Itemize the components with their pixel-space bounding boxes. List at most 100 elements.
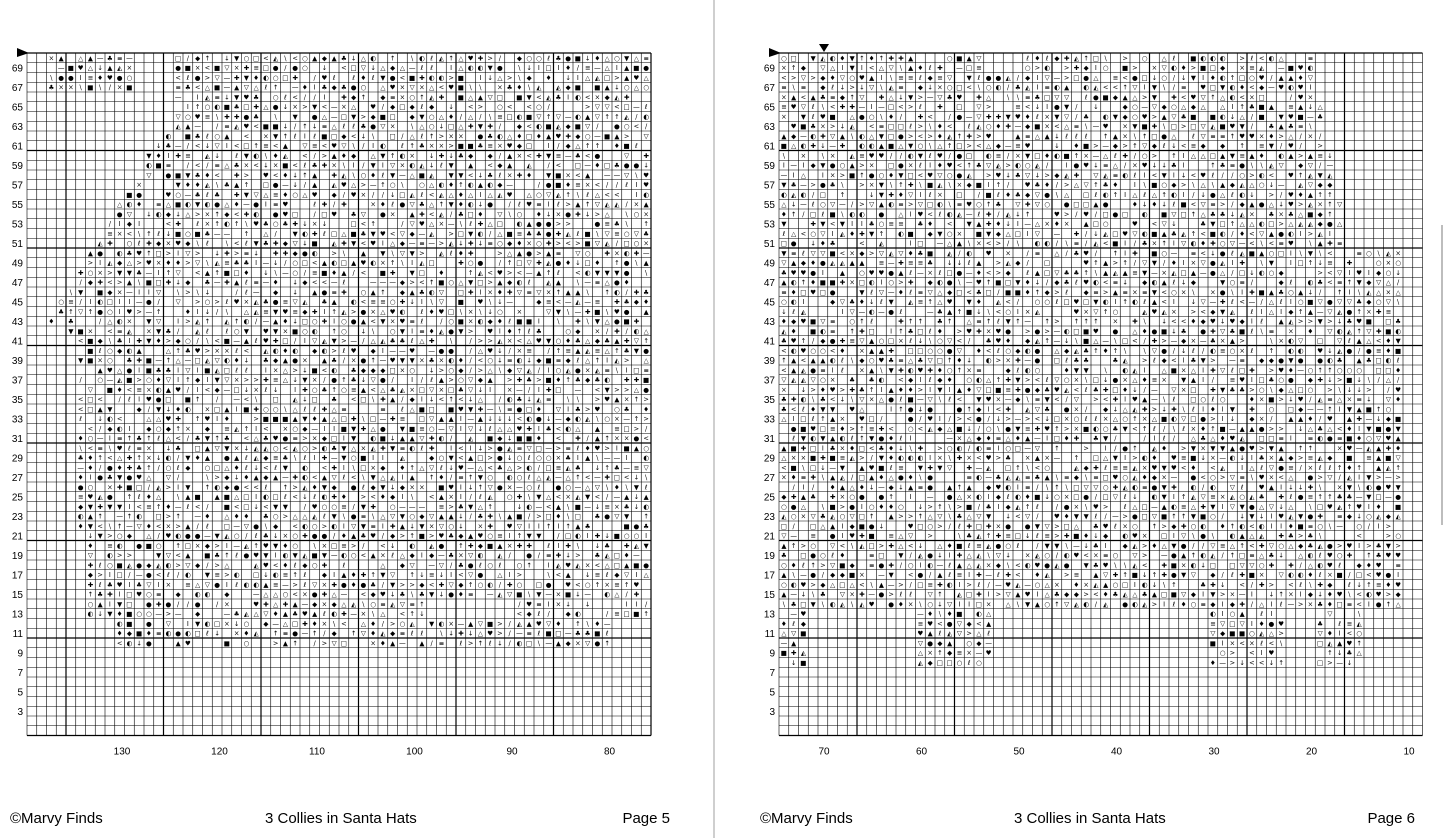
stitch-symbol: I [197, 93, 199, 101]
stitch-symbol: □ [214, 620, 220, 628]
stitch-symbol: □ [1005, 279, 1011, 287]
stitch-symbol: ↓ [136, 639, 142, 647]
stitch-symbol: I [871, 103, 873, 111]
stitch-symbol: > [957, 327, 963, 335]
stitch-symbol: ♣ [869, 220, 875, 228]
stitch-symbol: △ [166, 347, 172, 355]
stitch-symbol: ♥ [800, 347, 806, 355]
stitch-symbol: ♦ [165, 503, 171, 511]
stitch-symbol: ○ [448, 366, 454, 374]
stitch-symbol: × [127, 64, 133, 72]
stitch-symbol: ↓ [97, 415, 103, 423]
stitch-symbol: ■ [136, 630, 142, 638]
stitch-symbol: > [1093, 142, 1099, 150]
stitch-symbol: ♣ [234, 162, 240, 170]
stitch-symbol: ◭ [1220, 259, 1226, 267]
stitch-symbol: ◐ [195, 591, 201, 599]
stitch-symbol: ○ [1249, 74, 1255, 82]
stitch-symbol: ♦ [1034, 54, 1040, 62]
stitch-symbol: > [1327, 318, 1333, 326]
stitch-symbol: ≡ [614, 230, 620, 238]
stitch-symbol: ≡ [1035, 249, 1041, 257]
stitch-symbol: ♣ [594, 376, 600, 384]
stitch-symbol: ▼ [449, 454, 455, 462]
stitch-symbol: ● [956, 113, 962, 121]
stitch-symbol: ℓ [577, 357, 580, 365]
stitch-symbol: ◐ [468, 181, 474, 189]
stitch-symbol: □ [273, 493, 279, 501]
stitch-symbol: ▼ [546, 337, 552, 345]
stitch-symbol: \ [968, 240, 971, 248]
stitch-symbol: ◆ [146, 561, 152, 569]
stitch-symbol: ♥ [1151, 308, 1157, 316]
stitch-symbol: > [302, 435, 308, 443]
stitch-symbol: \ [528, 591, 531, 599]
stitch-symbol: ♥ [380, 230, 386, 238]
stitch-symbol: ◆ [1025, 191, 1031, 199]
stitch-symbol: ○ [1064, 376, 1070, 384]
stitch-symbol: > [185, 259, 191, 267]
stitch-symbol: I [587, 532, 589, 540]
stitch-symbol: > [214, 474, 220, 482]
stitch-symbol: ▲ [1015, 132, 1021, 140]
stitch-symbol: ● [468, 561, 474, 569]
stitch-symbol: □ [908, 347, 914, 355]
stitch-symbol: / [236, 288, 239, 296]
stitch-symbol: ◭ [1132, 366, 1138, 374]
stitch-symbol: ■ [614, 532, 620, 540]
stitch-symbol: \ [226, 308, 229, 316]
stitch-symbol: ♦ [888, 171, 894, 179]
stitch-symbol: ≡ [507, 405, 513, 413]
stitch-symbol: □ [526, 405, 532, 413]
stitch-symbol: I [1183, 259, 1185, 267]
stitch-symbol: ○ [156, 425, 162, 433]
stitch-symbol: \ [1144, 347, 1147, 355]
stitch-symbol: I [538, 64, 540, 72]
stitch-symbol: ✚ [419, 74, 425, 82]
stitch-symbol: ○ [341, 318, 347, 326]
stitch-symbol: ● [594, 220, 600, 228]
stitch-symbol: I [1124, 191, 1126, 199]
stitch-symbol: ≡ [400, 630, 406, 638]
stitch-symbol: \ [80, 444, 83, 452]
stitch-symbol: ♦ [995, 220, 1001, 228]
stitch-symbol: \ [567, 396, 570, 404]
stitch-symbol: I [177, 318, 179, 326]
stitch-symbol: ℓ [489, 425, 492, 433]
stitch-symbol: \ [900, 64, 903, 72]
stitch-symbol: ℓ [508, 318, 511, 326]
stitch-symbol: — [467, 415, 474, 423]
stitch-symbol: — [604, 171, 611, 179]
stitch-symbol: ▲ [850, 259, 856, 267]
stitch-symbol: < [458, 396, 464, 404]
stitch-symbol: ◐ [1288, 230, 1294, 238]
stitch-symbol: □ [917, 327, 923, 335]
stitch-symbol: ◐ [575, 93, 581, 101]
stitch-symbol: — [1151, 269, 1158, 277]
stitch-symbol: ○ [1220, 396, 1226, 404]
stitch-symbol: ◭ [205, 357, 211, 365]
stitch-symbol: ✚ [390, 415, 396, 423]
stitch-symbol: \ [499, 513, 502, 521]
stitch-symbol: ♣ [195, 191, 201, 199]
row-label: 27 [12, 473, 24, 484]
stitch-symbol: ♣ [1190, 357, 1196, 365]
stitch-symbol: △ [986, 376, 992, 384]
stitch-symbol: I [460, 415, 462, 423]
stitch-symbol: ℓ [245, 279, 248, 287]
stitch-symbol: ↑ [390, 259, 396, 267]
stitch-symbol: △ [488, 366, 494, 374]
stitch-symbol: ≡ [1337, 279, 1343, 287]
stitch-symbol: ■ [781, 142, 787, 150]
stitch-symbol: ▼ [78, 357, 84, 365]
stitch-symbol: ↓ [1171, 142, 1177, 150]
stitch-symbol: ≡ [937, 74, 943, 82]
stitch-symbol: I [382, 454, 384, 462]
stitch-symbol: × [214, 347, 220, 355]
stitch-symbol: ℓ [919, 74, 922, 82]
stitch-symbol: < [1200, 230, 1206, 238]
stitch-symbol: □ [575, 162, 581, 170]
stitch-symbol: — [282, 269, 289, 277]
stitch-symbol: ↓ [517, 503, 523, 511]
stitch-symbol: I [1231, 103, 1233, 111]
